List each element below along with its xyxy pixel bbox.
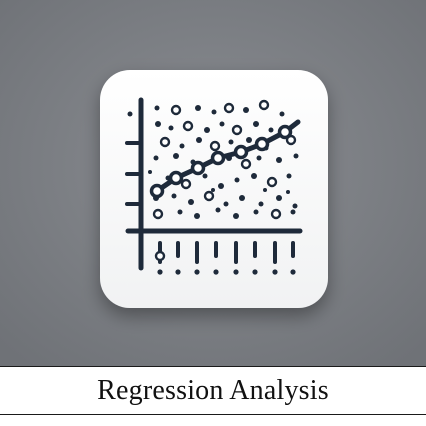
scatter-point xyxy=(258,99,270,111)
scatter-point xyxy=(240,158,252,170)
scatter-point xyxy=(188,199,194,205)
scatter-point xyxy=(233,213,239,219)
scatter-point xyxy=(218,183,224,189)
rug-dot xyxy=(213,269,219,275)
scatter-point xyxy=(152,208,164,220)
x-rug-marks xyxy=(154,241,296,275)
scatter-point xyxy=(251,173,257,179)
regression-analysis-icon xyxy=(0,0,426,366)
scatter-point xyxy=(211,109,217,115)
trend-line-node xyxy=(190,160,206,176)
rug-dot xyxy=(233,269,239,275)
rug-dot xyxy=(194,269,200,275)
scatter-point xyxy=(286,190,290,194)
scatter-point xyxy=(196,137,202,143)
trend-line-node xyxy=(149,183,165,199)
scatter-point xyxy=(286,173,292,179)
scatter-point xyxy=(180,178,192,190)
scatter-points xyxy=(148,99,299,220)
scatter-point xyxy=(179,143,185,149)
figure-caption: Regression Analysis xyxy=(97,374,329,406)
rug-dot xyxy=(290,269,296,275)
scatter-point xyxy=(148,170,152,174)
scatter-point xyxy=(268,127,274,133)
y-tick-dot xyxy=(127,111,133,117)
scatter-point xyxy=(177,209,183,215)
scatter-point xyxy=(290,209,296,215)
scatter-point xyxy=(171,193,177,199)
scatter-point xyxy=(173,153,179,159)
scatter-point xyxy=(234,177,240,183)
trend-line-node xyxy=(233,144,249,160)
scatter-point xyxy=(211,188,215,192)
regression-glyph xyxy=(125,97,303,271)
scatter-point xyxy=(209,140,221,152)
scatter-point xyxy=(292,203,298,209)
rug-dot xyxy=(252,269,258,275)
scatter-point xyxy=(276,157,282,163)
scatter-point xyxy=(243,107,249,113)
trend-line-node xyxy=(210,150,226,166)
caption-rule-top xyxy=(0,366,426,367)
trend-line-node xyxy=(254,136,270,152)
scatter-point xyxy=(253,209,259,215)
scatter-point xyxy=(219,121,225,127)
scatter-point xyxy=(276,195,282,201)
scatter-point xyxy=(182,120,194,132)
scatter-point xyxy=(215,207,221,213)
trend-line xyxy=(149,119,301,199)
scatter-point xyxy=(202,173,208,179)
scatter-point xyxy=(253,121,259,127)
scatter-point xyxy=(263,188,267,192)
scatter-point xyxy=(170,104,182,116)
scatter-point xyxy=(223,102,235,114)
scatter-point xyxy=(194,213,200,219)
trend-line-node xyxy=(277,124,293,140)
scatter-point xyxy=(246,137,252,143)
scatter-point xyxy=(270,208,282,220)
scatter-point xyxy=(154,105,160,111)
scatter-point xyxy=(266,176,278,188)
scatter-point xyxy=(239,195,245,201)
caption-rule-bottom xyxy=(0,414,426,415)
scatter-point xyxy=(195,105,201,111)
scatter-point xyxy=(256,155,262,161)
scatter-point xyxy=(258,201,264,207)
scatter-point xyxy=(155,121,161,127)
rug-dot xyxy=(272,269,278,275)
scatter-point xyxy=(159,136,171,148)
scatter-point xyxy=(153,155,159,161)
scatter-point xyxy=(293,153,299,159)
scatter-point xyxy=(228,139,234,145)
rug-dot xyxy=(175,269,181,275)
scatter-point xyxy=(203,190,215,202)
scatter-point xyxy=(223,201,229,207)
scatter-point xyxy=(279,111,285,117)
trend-line-node xyxy=(168,170,184,186)
rug-dot xyxy=(154,250,166,262)
scatter-point xyxy=(168,125,174,131)
rug-dot xyxy=(157,269,163,275)
scatter-point xyxy=(204,127,210,133)
scatter-point xyxy=(231,124,243,136)
